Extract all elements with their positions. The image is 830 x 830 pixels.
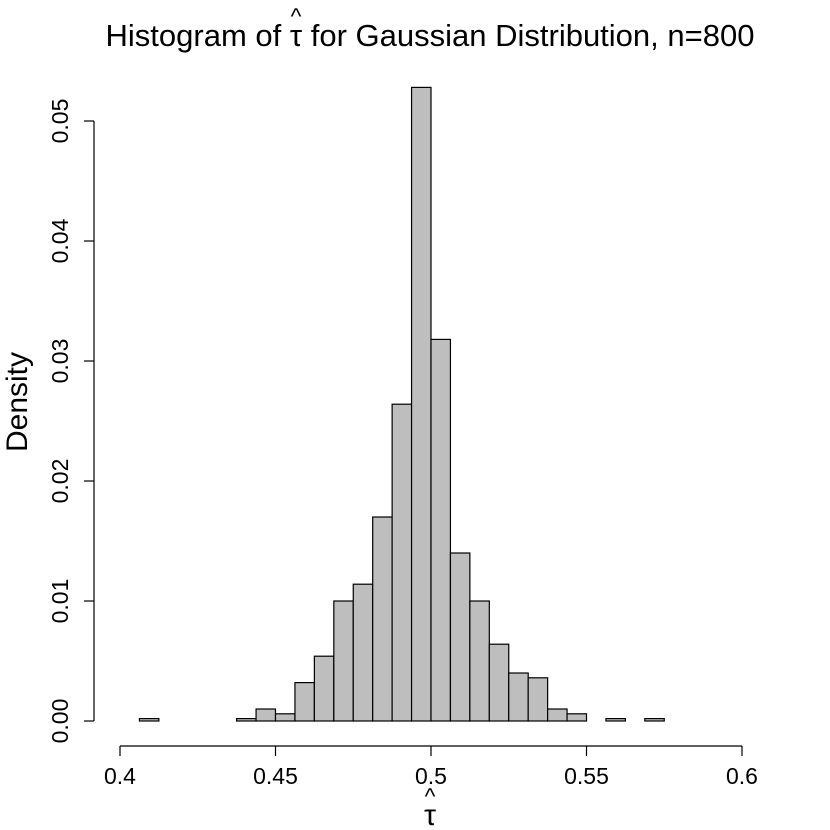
x-axis-label: τ bbox=[424, 799, 436, 830]
histogram-bar bbox=[527, 677, 549, 722]
histogram-bar bbox=[547, 708, 568, 722]
y-tick-label: 0.04 bbox=[47, 218, 73, 263]
chart-title-symbol-hat: ^ bbox=[291, 3, 302, 29]
histogram-bar bbox=[313, 655, 335, 722]
y-tick-label: 0.02 bbox=[47, 459, 73, 504]
histogram-bar bbox=[644, 717, 665, 722]
histogram-bar bbox=[372, 516, 393, 722]
histogram-bar bbox=[508, 672, 529, 722]
histogram-bar bbox=[605, 717, 626, 722]
histogram-bar bbox=[294, 681, 315, 722]
x-tick-label: 0.5 bbox=[415, 763, 447, 789]
y-tick-label: 0.00 bbox=[47, 699, 73, 744]
histogram-bar bbox=[138, 717, 160, 722]
x-tick-label: 0.6 bbox=[726, 763, 758, 789]
y-tick-label: 0.03 bbox=[47, 339, 73, 384]
x-axis: 0.4 0.45 0.5 0.55 0.6 bbox=[104, 745, 758, 789]
histogram-bar bbox=[410, 86, 432, 722]
histogram-bar bbox=[430, 338, 452, 722]
chart-title-suffix: for Gaussian Distribution, n=800 bbox=[302, 18, 754, 53]
histogram-bar bbox=[566, 713, 588, 722]
chart-title: Histogram of τ for Gaussian Distribution… bbox=[106, 18, 755, 53]
histogram-bar bbox=[236, 717, 257, 722]
chart-title-symbol: τ bbox=[290, 18, 302, 53]
histogram-bar bbox=[255, 708, 277, 722]
histogram-bar bbox=[352, 583, 374, 722]
chart-title-prefix: Histogram of bbox=[106, 18, 290, 53]
histogram-bar bbox=[274, 713, 296, 722]
histogram-bars bbox=[138, 86, 665, 722]
y-tick-label: 0.05 bbox=[47, 99, 73, 144]
x-axis-label-hat: ^ bbox=[425, 783, 436, 809]
histogram-bar bbox=[449, 552, 471, 722]
y-tick-label: 0.01 bbox=[47, 579, 73, 624]
histogram-bar bbox=[333, 600, 354, 722]
histogram-bar bbox=[391, 403, 413, 722]
histogram-bar bbox=[488, 643, 510, 722]
histogram-bar bbox=[469, 600, 490, 722]
x-tick-label: 0.4 bbox=[104, 763, 136, 789]
x-tick-label: 0.55 bbox=[564, 763, 609, 789]
y-axis-label: Density bbox=[1, 352, 34, 452]
x-tick-label: 0.45 bbox=[253, 763, 298, 789]
y-axis: 0.00 0.01 0.02 0.03 0.04 0.05 bbox=[47, 99, 95, 744]
